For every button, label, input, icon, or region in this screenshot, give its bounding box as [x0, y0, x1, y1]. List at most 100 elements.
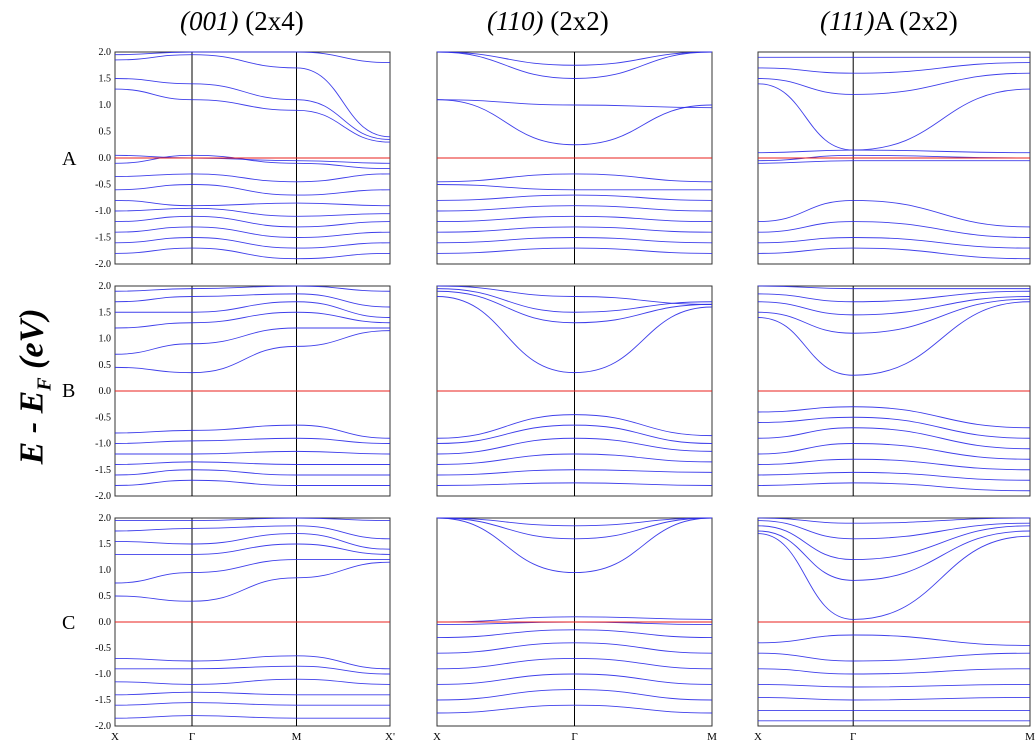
band-line [436, 469, 713, 476]
band-line [757, 290, 1031, 303]
y-tick-label: 1.5 [99, 307, 112, 318]
x-tick-label: X [754, 731, 762, 743]
y-tick-label: 1.0 [99, 334, 112, 345]
band-line [115, 517, 391, 522]
band-line [114, 437, 391, 444]
band-line [114, 88, 391, 143]
band-line [436, 215, 713, 223]
column-title-001: (001) (2x4) [180, 6, 304, 36]
x-tick-label: X [111, 731, 119, 743]
band-line [436, 689, 713, 701]
band-line [757, 683, 1031, 688]
band-line [114, 199, 391, 207]
y-tick-label: -1.0 [95, 206, 111, 217]
band-line [757, 530, 1031, 581]
y-tick-label: -1.5 [95, 695, 111, 706]
band-line [436, 194, 713, 201]
band-line [757, 221, 1031, 238]
band-line [436, 437, 713, 455]
band-line [114, 293, 391, 308]
band-line [436, 247, 713, 254]
band-line [436, 642, 713, 654]
band-line [757, 83, 1031, 151]
band-line [757, 72, 1031, 95]
band-line [436, 453, 713, 465]
band-line [114, 173, 391, 183]
band-line [436, 616, 713, 623]
row-label-a: A [62, 148, 77, 170]
band-line [436, 629, 713, 639]
y-tick-label: -1.0 [95, 669, 111, 680]
band-line [757, 520, 1031, 540]
band-line [114, 715, 390, 719]
band-line [436, 290, 713, 324]
band-line [436, 205, 713, 212]
band-line [757, 298, 1031, 334]
band-line [757, 427, 1031, 450]
y-tick-label: 0.0 [99, 153, 112, 164]
band-line [757, 160, 1030, 164]
y-tick-label: 2.0 [99, 513, 112, 524]
band-line [114, 247, 391, 260]
y-tick-label: -2.0 [95, 721, 111, 732]
band-line [436, 226, 713, 233]
band-line [757, 199, 1031, 228]
y-tick-label: -1.5 [95, 233, 111, 244]
band-line [757, 525, 1031, 561]
x-tick-label: X [433, 731, 441, 743]
band-line [436, 51, 713, 66]
y-tick-label: 1.5 [99, 74, 112, 85]
band-line [436, 184, 712, 191]
band-line [757, 533, 1031, 620]
band-line [436, 482, 713, 486]
column-title-111a: (111)A (2x2) [820, 6, 958, 36]
band-line [757, 652, 1031, 662]
band-line [114, 327, 390, 355]
band-line [114, 285, 391, 292]
band-line [757, 296, 1031, 316]
band-line [436, 237, 713, 244]
band-line [114, 207, 391, 217]
band-line [115, 543, 391, 555]
y-tick-label: 1.5 [99, 539, 112, 550]
band-line [114, 655, 391, 670]
band-line [436, 517, 713, 527]
band-line [114, 78, 391, 140]
band-line [114, 702, 390, 706]
band-line [436, 424, 713, 444]
y-tick-label: 1.0 [99, 565, 112, 576]
band-line [436, 517, 713, 540]
band-line [114, 237, 391, 249]
band-line [757, 247, 1031, 260]
band-line [757, 62, 1031, 74]
y-tick-label: 0.5 [99, 591, 112, 602]
band-line [757, 482, 1031, 492]
band-line [114, 215, 391, 228]
band-line [114, 561, 391, 602]
band-line [114, 691, 390, 696]
band-line [114, 559, 390, 584]
band-line [757, 634, 1031, 646]
y-tick-label: 0.0 [99, 617, 112, 628]
band-line [114, 330, 391, 374]
y-tick-label: -1.0 [95, 439, 111, 450]
band-line [757, 406, 1031, 429]
y-tick-label: 0.0 [99, 386, 112, 397]
band-line [436, 285, 713, 305]
y-tick-label: 0.5 [99, 127, 112, 138]
band-line [114, 533, 391, 550]
band-line [757, 149, 1031, 154]
band-line [114, 665, 391, 675]
row-label-c: C [62, 612, 76, 634]
band-line [114, 311, 391, 329]
band-line [114, 678, 391, 685]
y-tick-label: 2.0 [99, 281, 112, 292]
band-line [114, 450, 391, 455]
band-line [114, 51, 391, 64]
y-tick-label: -2.0 [95, 259, 111, 270]
y-tick-label: 0.5 [99, 360, 112, 371]
band-line [436, 657, 713, 670]
x-tick-label: M [292, 731, 302, 743]
band-line [757, 301, 1031, 376]
